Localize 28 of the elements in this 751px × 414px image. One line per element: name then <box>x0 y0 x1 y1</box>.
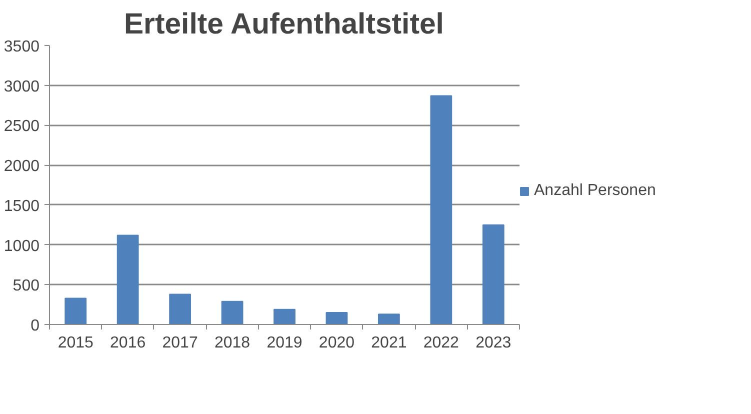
y-tick-label: 1000 <box>4 238 40 255</box>
y-tick-label: 2500 <box>4 118 40 136</box>
bar <box>482 224 504 324</box>
x-tick-label: 2020 <box>318 334 355 352</box>
bar <box>116 234 139 324</box>
x-tick-label: 2021 <box>371 334 407 352</box>
x-tick-label: 2023 <box>476 334 512 352</box>
y-tick-label: 500 <box>12 278 40 295</box>
y-tick-label: 2000 <box>4 158 40 176</box>
y-tick-label: 1500 <box>4 198 40 215</box>
bar <box>274 308 296 324</box>
y-tick-label: 3000 <box>4 78 40 96</box>
x-tick-label: 2019 <box>266 334 302 352</box>
chart-title: Erteilte Aufenthaltstitel <box>124 8 444 40</box>
bar <box>430 95 452 324</box>
bar <box>64 298 87 324</box>
x-tick-label: 2018 <box>214 334 250 352</box>
x-tick-label: 2017 <box>162 334 198 352</box>
bar <box>169 294 191 324</box>
y-tick-label: 0 <box>30 318 40 334</box>
bar <box>326 312 348 324</box>
bar <box>221 300 244 324</box>
legend-label: Anzahl Personen <box>534 182 656 200</box>
x-tick-label: 2022 <box>423 334 460 352</box>
bar <box>378 314 400 324</box>
x-tick-label: 2015 <box>58 334 94 352</box>
y-tick-label: 3500 <box>4 38 40 56</box>
x-tick-label: 2016 <box>110 334 146 352</box>
